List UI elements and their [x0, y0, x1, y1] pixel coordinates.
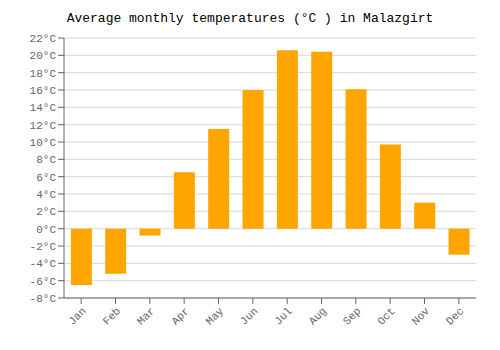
svg-text:-8°C: -8°C	[30, 293, 57, 305]
svg-text:Sep: Sep	[341, 305, 363, 327]
svg-text:Jan: Jan	[66, 305, 88, 327]
svg-text:Apr: Apr	[169, 305, 191, 327]
svg-text:18°C: 18°C	[30, 68, 57, 80]
svg-text:0°C: 0°C	[36, 224, 56, 236]
svg-text:6°C: 6°C	[36, 172, 56, 184]
svg-text:-6°C: -6°C	[30, 276, 57, 288]
svg-text:10°C: 10°C	[30, 137, 57, 149]
html-text:Average monthly temperatures (: Average monthly temperatures (°C ) in Ma…	[66, 11, 434, 26]
svg-text:8°C: 8°C	[36, 154, 56, 166]
svg-text:12°C: 12°C	[30, 120, 57, 132]
svg-text:22°C: 22°C	[30, 33, 57, 45]
svg-text:May: May	[204, 305, 227, 328]
svg-text:-2°C: -2°C	[30, 241, 57, 253]
svg-text:Aug: Aug	[307, 305, 329, 327]
svg-text:20°C: 20°C	[30, 50, 57, 62]
svg-text:Mar: Mar	[135, 305, 157, 327]
svg-text:Feb: Feb	[101, 305, 123, 327]
svg-text:Dec: Dec	[444, 305, 466, 327]
svg-text:14°C: 14°C	[30, 102, 57, 114]
svg-text:-4°C: -4°C	[30, 258, 57, 270]
svg-text:4°C: 4°C	[36, 189, 56, 201]
svg-text:16°C: 16°C	[30, 85, 57, 97]
svg-text:Jul: Jul	[272, 305, 294, 327]
svg-text:Oct: Oct	[375, 305, 397, 327]
svg-text:Jun: Jun	[238, 305, 260, 327]
svg-text:2°C: 2°C	[36, 206, 56, 218]
svg-text:Nov: Nov	[410, 305, 433, 328]
